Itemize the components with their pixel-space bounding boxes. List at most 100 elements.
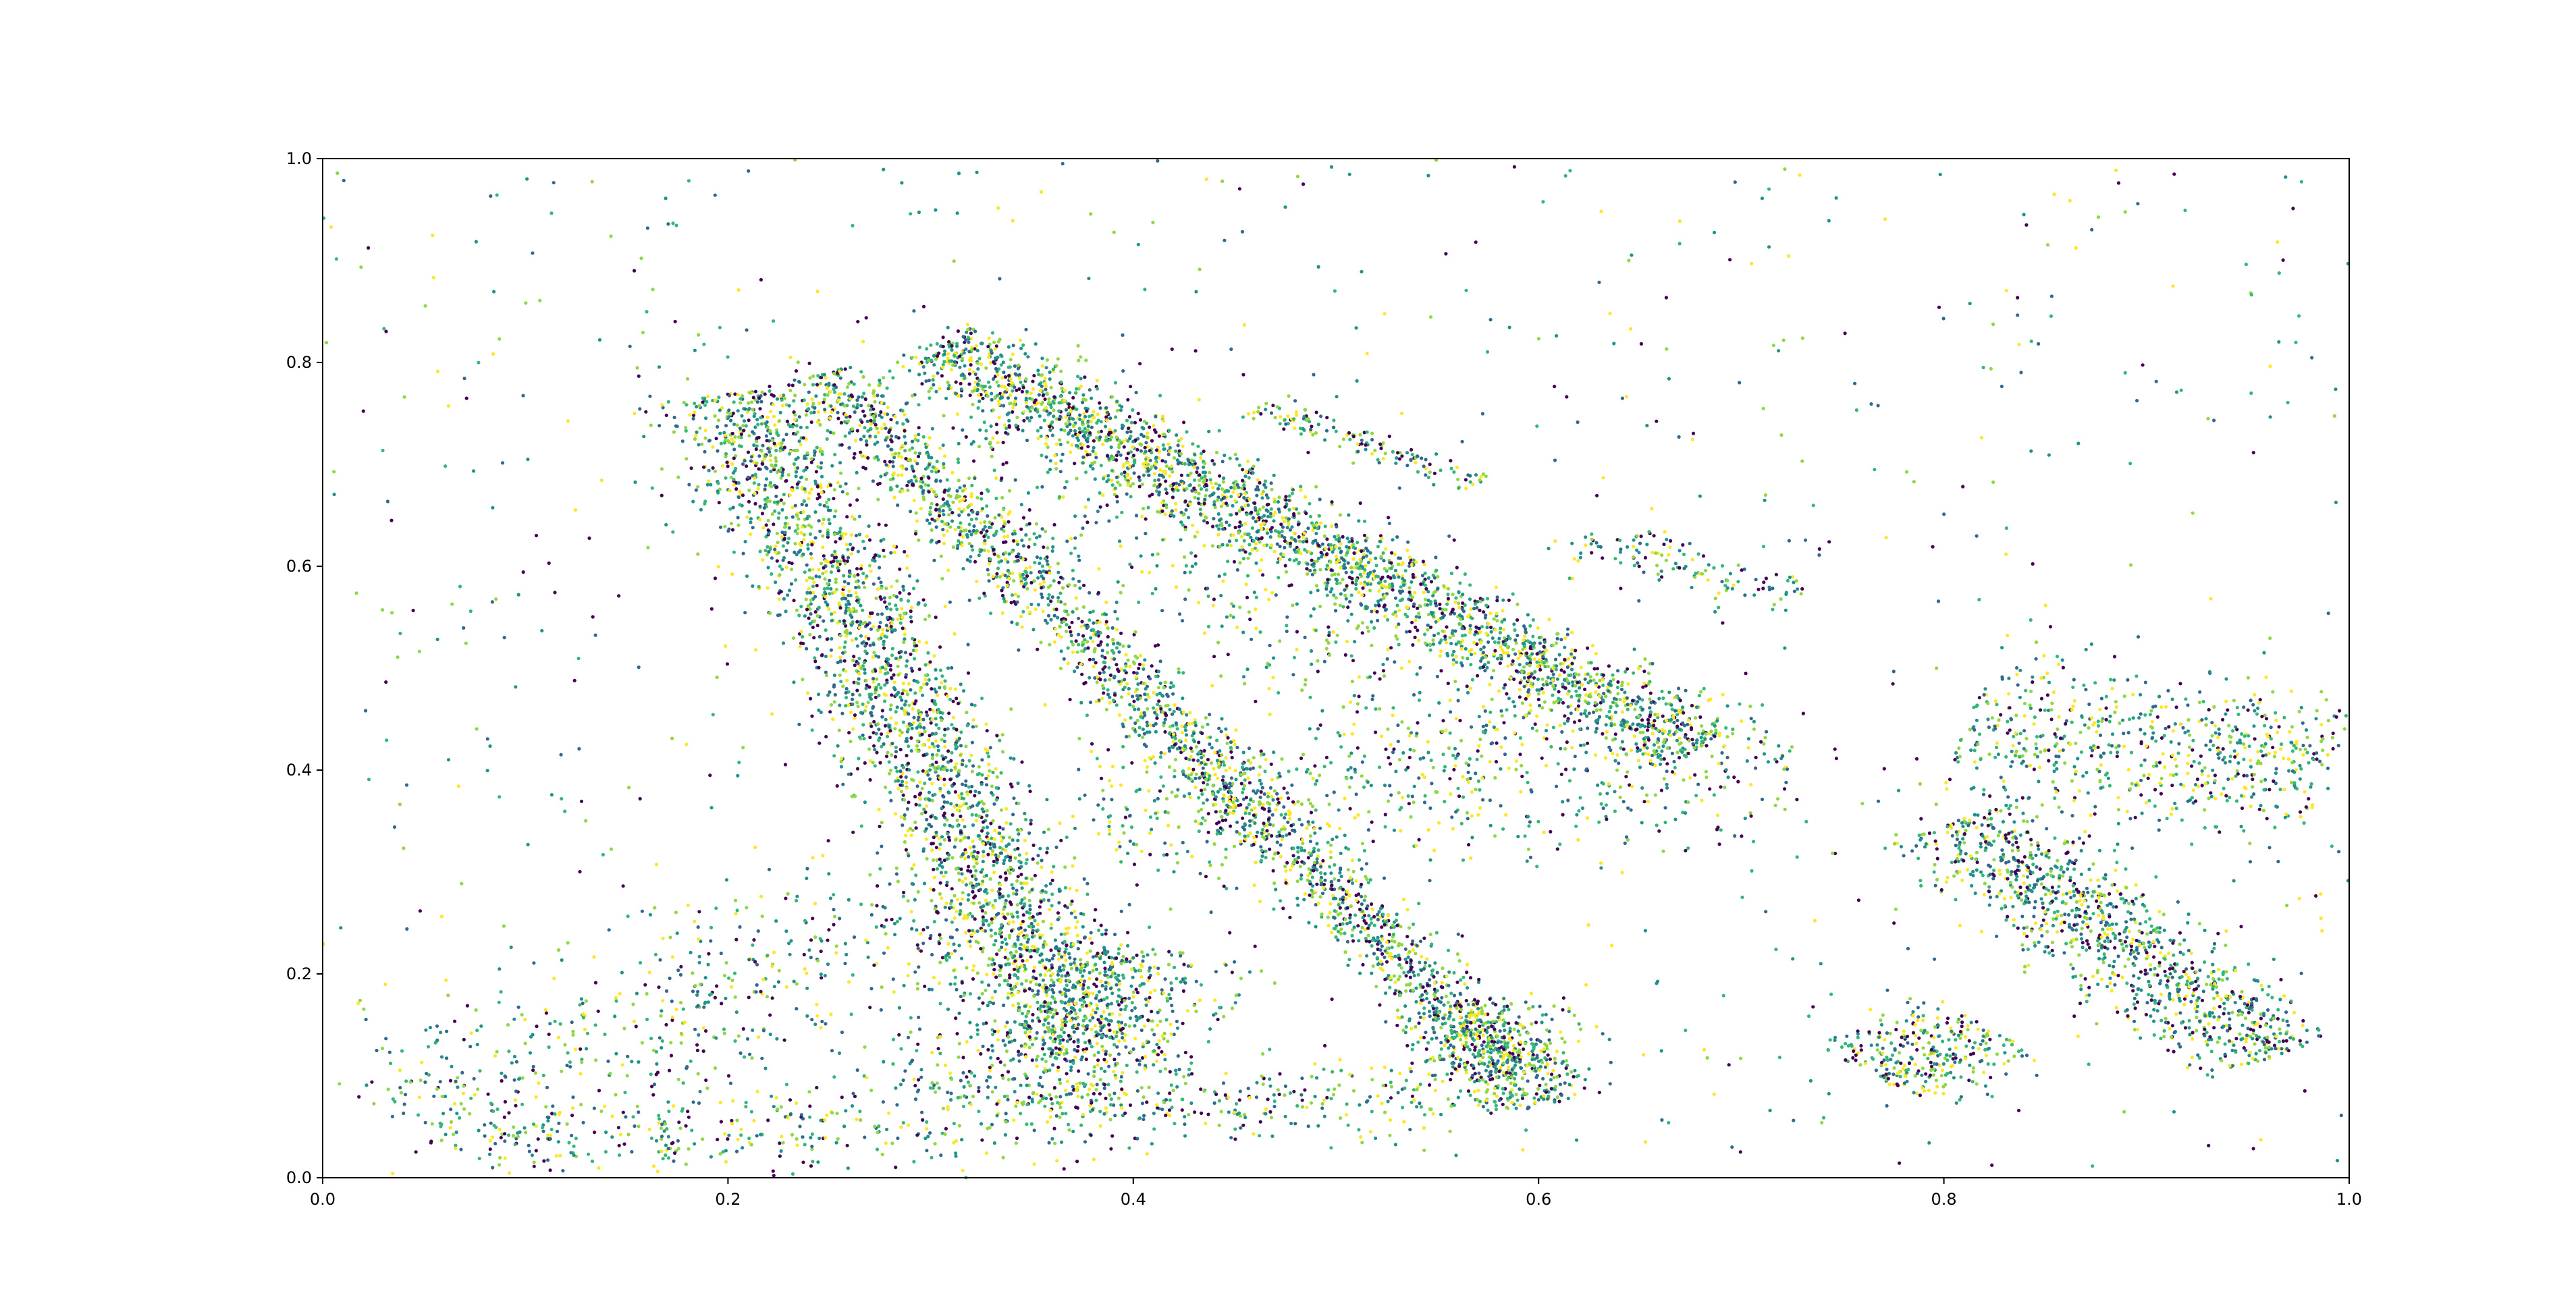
scatter-point [939, 871, 943, 875]
scatter-point [1094, 908, 1098, 912]
scatter-point [944, 871, 948, 875]
scatter-point [895, 420, 899, 425]
scatter-point [1067, 926, 1071, 930]
scatter-point [1094, 661, 1098, 665]
scatter-point [1620, 740, 1624, 744]
scatter-point [793, 503, 797, 508]
scatter-point [921, 717, 925, 721]
scatter-point [1214, 810, 1218, 814]
scatter-point [1076, 1023, 1081, 1027]
scatter-point [870, 713, 874, 717]
scatter-point [805, 425, 809, 429]
scatter-point [758, 518, 762, 522]
scatter-point [967, 340, 971, 344]
scatter-point [892, 495, 896, 499]
scatter-point [884, 624, 888, 628]
scatter-point [1074, 925, 1078, 929]
scatter-point [781, 544, 785, 548]
scatter-point [1129, 716, 1133, 720]
scatter-point [961, 852, 965, 856]
scatter-point [1308, 893, 1312, 897]
scatter-point [747, 499, 751, 504]
scatter-point [1009, 601, 1013, 605]
scatter-point [806, 691, 810, 695]
scatter-point [876, 393, 880, 398]
scatter-point [942, 541, 946, 545]
scatter-point [1466, 986, 1470, 990]
scatter-point [838, 606, 842, 610]
scatter-point [913, 459, 917, 463]
scatter-point [1048, 958, 1052, 962]
scatter-point [1205, 798, 1209, 802]
scatter-point [1383, 923, 1387, 927]
scatter-point [1414, 986, 1418, 990]
scatter-point [1242, 827, 1247, 832]
scatter-point [857, 514, 861, 518]
scatter-point [892, 673, 896, 677]
scatter-point [1089, 931, 1093, 935]
scatter-point [1100, 649, 1104, 653]
scatter-point [1036, 576, 1040, 580]
scatter-point [1046, 827, 1050, 832]
scatter-point [1540, 1060, 1545, 1064]
scatter-point [823, 408, 827, 412]
scatter-point [1192, 740, 1196, 744]
scatter-point [780, 535, 784, 539]
scatter-point [1123, 678, 1127, 682]
scatter-point [1013, 954, 1017, 958]
scatter-point [1019, 581, 1023, 586]
scatter-point [1085, 892, 1090, 896]
scatter-point [751, 396, 755, 400]
scatter-point [1446, 948, 1451, 952]
scatter-point [1106, 634, 1110, 639]
scatter-point [913, 474, 917, 479]
scatter-point [946, 727, 950, 731]
scatter-point [950, 470, 955, 475]
scatter-point [1464, 999, 1468, 1003]
scatter-point [693, 437, 697, 441]
scatter-point [872, 651, 876, 655]
scatter-point [1408, 982, 1412, 986]
scatter-point [770, 572, 774, 576]
scatter-point [685, 403, 689, 407]
scatter-point [854, 636, 858, 641]
scatter-point [1175, 433, 1179, 437]
scatter-point [1056, 911, 1061, 915]
scatter-point [1321, 859, 1325, 863]
scatter-point [1418, 983, 1422, 987]
scatter-point [883, 683, 887, 687]
scatter-point [1040, 595, 1044, 599]
scatter-point [995, 775, 999, 779]
scatter-point [840, 532, 844, 536]
scatter-point [1031, 969, 1036, 973]
scatter-point [769, 454, 773, 458]
scatter-point [1059, 575, 1063, 580]
scatter-point [727, 415, 731, 419]
scatter-point [982, 842, 986, 846]
scatter-point [759, 422, 763, 426]
scatter-point [941, 443, 945, 447]
scatter-point [912, 678, 916, 683]
scatter-point [713, 576, 718, 580]
scatter-point [1030, 888, 1034, 892]
scatter-point [716, 418, 720, 423]
scatter-point [768, 431, 772, 435]
scatter-point [973, 874, 977, 878]
scatter-point [1095, 1041, 1099, 1045]
scatter-point [749, 517, 753, 521]
scatter-point [707, 468, 711, 472]
scatter-point [845, 492, 849, 496]
scatter-point [1054, 627, 1058, 631]
scatter-point [896, 664, 900, 668]
scatter-point [1341, 900, 1345, 904]
scatter-point [1145, 765, 1150, 769]
scatter-point [1396, 977, 1400, 981]
scatter-point [988, 557, 992, 562]
scatter-point [970, 483, 974, 488]
scatter-point [948, 778, 952, 782]
scatter-point [873, 764, 877, 768]
scatter-point [1054, 845, 1058, 849]
scatter-point [826, 603, 830, 607]
scatter-point [1173, 757, 1178, 762]
scatter-point [1265, 829, 1269, 833]
